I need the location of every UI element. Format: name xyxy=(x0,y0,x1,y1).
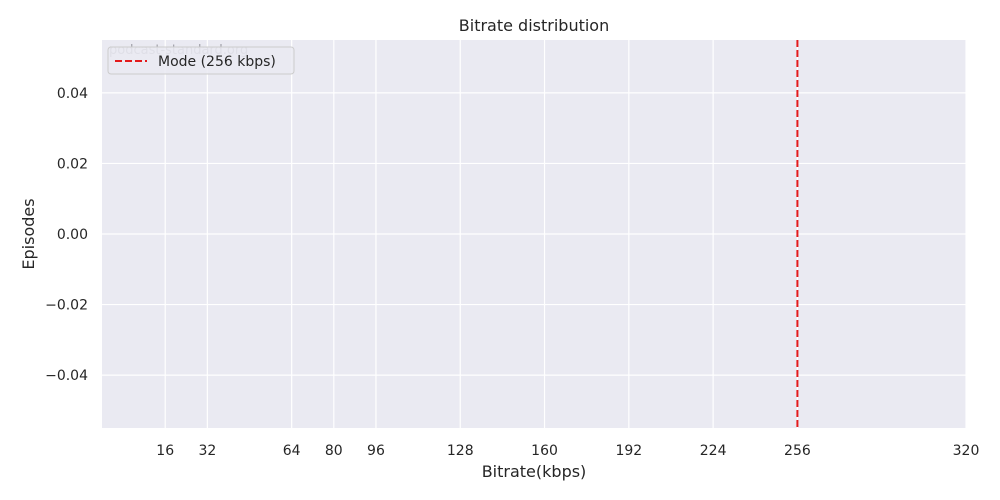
x-tick-label: 192 xyxy=(615,443,642,459)
x-tick-label: 16 xyxy=(156,443,174,459)
y-tick-label: 0.04 xyxy=(57,86,88,102)
x-tick-label: 64 xyxy=(283,443,301,459)
x-tick-label: 32 xyxy=(198,443,216,459)
y-tick-label: 0.02 xyxy=(57,156,88,172)
x-axis-label: Bitrate(kbps) xyxy=(482,462,587,481)
x-tick-label: 160 xyxy=(531,443,558,459)
legend: Mode (256 kbps) xyxy=(107,46,295,75)
y-tick-label: −0.04 xyxy=(45,368,88,384)
y-tick-label: 0.00 xyxy=(57,227,88,243)
legend-box xyxy=(107,46,295,75)
y-gridlines xyxy=(102,92,966,376)
y-axis-label: Episodes xyxy=(19,198,38,269)
x-tick-label: 224 xyxy=(700,443,727,459)
legend-label-mode: Mode (256 kbps) xyxy=(158,54,276,70)
x-tick-label: 128 xyxy=(447,443,474,459)
x-tick-label: 96 xyxy=(367,443,385,459)
y-tick-labels: −0.04 −0.02 0.00 0.02 0.04 xyxy=(45,86,88,384)
chart-title: Bitrate distribution xyxy=(459,16,609,35)
x-tick-labels: 16 32 64 80 96 128 160 192 224 256 320 xyxy=(156,443,979,459)
y-tick-label: −0.02 xyxy=(45,298,88,314)
x-tick-label: 256 xyxy=(784,443,811,459)
x-tick-label: 80 xyxy=(325,443,343,459)
x-tick-label: 320 xyxy=(953,443,980,459)
